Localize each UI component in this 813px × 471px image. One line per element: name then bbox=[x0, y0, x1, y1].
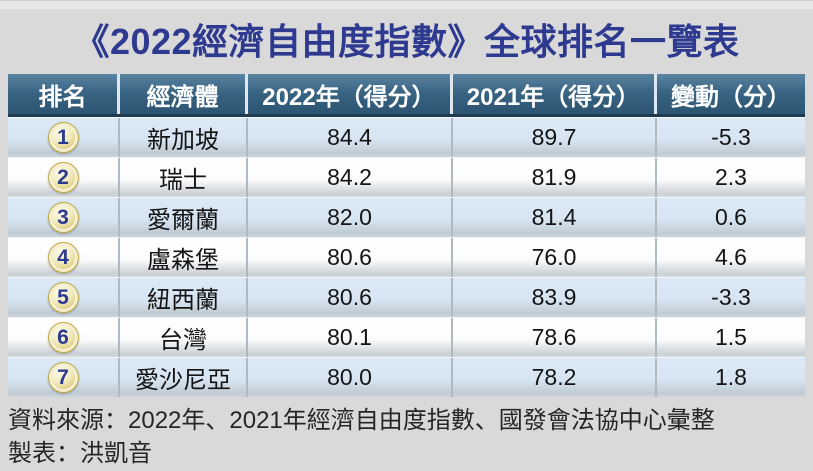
score-2022-cell: 80.1 bbox=[248, 318, 453, 357]
page-title: 《2022經濟自由度指數》全球排名一覽表 bbox=[73, 21, 740, 62]
economy-cell: 台灣 bbox=[120, 318, 248, 357]
change-cell: 0.6 bbox=[657, 198, 805, 237]
score-2021-cell: 89.7 bbox=[453, 118, 657, 157]
footer: 資料來源：2022年、2021年經濟自由度指數、國發會法協中心彙整 製表：洪凱音 bbox=[8, 404, 813, 470]
table-row: 1 新加坡 84.4 89.7 -5.3 bbox=[8, 117, 805, 157]
table-row: 6 台灣 80.1 78.6 1.5 bbox=[8, 317, 805, 357]
score-2022-cell: 80.0 bbox=[248, 358, 453, 397]
change-cell: -5.3 bbox=[657, 118, 805, 157]
economy-cell: 愛爾蘭 bbox=[120, 198, 248, 237]
rank-cell: 1 bbox=[8, 118, 120, 157]
column-header-2: 2022年（得分） bbox=[248, 74, 453, 114]
rank-cell: 7 bbox=[8, 358, 120, 397]
rank-medal-badge: 5 bbox=[47, 282, 79, 313]
rank-cell: 3 bbox=[8, 198, 120, 237]
change-cell: 2.3 bbox=[657, 158, 805, 197]
table-header-row: 排名 經濟體 2022年（得分） 2021年（得分） 變動（分） bbox=[8, 74, 805, 117]
column-header-1: 經濟體 bbox=[120, 74, 248, 114]
economy-cell: 新加坡 bbox=[120, 118, 248, 157]
score-2021-cell: 78.6 bbox=[453, 318, 657, 357]
table-row: 5 紐西蘭 80.6 83.9 -3.3 bbox=[8, 277, 805, 317]
table-row: 7 愛沙尼亞 80.0 78.2 1.8 bbox=[8, 357, 805, 397]
column-header-0: 排名 bbox=[8, 74, 120, 114]
change-cell: 1.5 bbox=[657, 318, 805, 357]
source-note: 資料來源：2022年、2021年經濟自由度指數、國發會法協中心彙整 bbox=[8, 407, 715, 434]
rank-medal-badge: 1 bbox=[47, 122, 79, 153]
credit-note: 製表：洪凱音 bbox=[8, 440, 152, 467]
table-row: 4 盧森堡 80.6 76.0 4.6 bbox=[8, 237, 805, 277]
table-body: 1 新加坡 84.4 89.7 -5.3 2 瑞士 84.2 81.9 2.3 3 愛爾蘭 82.0 81… bbox=[8, 117, 805, 397]
rank-cell: 5 bbox=[8, 278, 120, 317]
column-header-3: 2021年（得分） bbox=[453, 74, 657, 114]
table-row: 2 瑞士 84.2 81.9 2.3 bbox=[8, 157, 805, 197]
score-2022-cell: 84.4 bbox=[248, 118, 453, 157]
rank-medal-badge: 7 bbox=[47, 362, 79, 393]
economy-cell: 瑞士 bbox=[120, 158, 248, 197]
rank-cell: 2 bbox=[8, 158, 120, 197]
score-2021-cell: 76.0 bbox=[453, 238, 657, 277]
score-2021-cell: 78.2 bbox=[453, 358, 657, 397]
ranking-table: 排名 經濟體 2022年（得分） 2021年（得分） 變動（分） 1 新加坡 84.4 89.… bbox=[8, 74, 805, 397]
economy-cell: 紐西蘭 bbox=[120, 278, 248, 317]
score-2021-cell: 81.4 bbox=[453, 198, 657, 237]
table-row: 3 愛爾蘭 82.0 81.4 0.6 bbox=[8, 197, 805, 237]
rank-cell: 4 bbox=[8, 238, 120, 277]
economy-cell: 愛沙尼亞 bbox=[120, 358, 248, 397]
rank-medal-badge: 3 bbox=[47, 202, 79, 233]
rank-medal-badge: 2 bbox=[47, 162, 79, 193]
rank-cell: 6 bbox=[8, 318, 120, 357]
change-cell: -3.3 bbox=[657, 278, 805, 317]
score-2021-cell: 81.9 bbox=[453, 158, 657, 197]
change-cell: 1.8 bbox=[657, 358, 805, 397]
economy-cell: 盧森堡 bbox=[120, 238, 248, 277]
score-2021-cell: 83.9 bbox=[453, 278, 657, 317]
change-cell: 4.6 bbox=[657, 238, 805, 277]
score-2022-cell: 80.6 bbox=[248, 238, 453, 277]
score-2022-cell: 82.0 bbox=[248, 198, 453, 237]
column-header-4: 變動（分） bbox=[671, 83, 791, 111]
top-band bbox=[0, 0, 813, 9]
rank-medal-badge: 6 bbox=[47, 322, 79, 353]
score-2022-cell: 80.6 bbox=[248, 278, 453, 317]
rank-medal-badge: 4 bbox=[47, 242, 79, 273]
score-2022-cell: 84.2 bbox=[248, 158, 453, 197]
